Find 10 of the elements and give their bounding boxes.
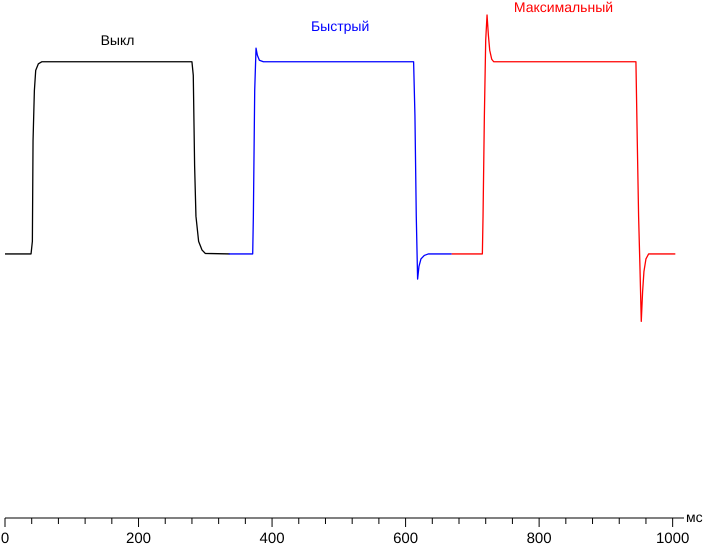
x-tick-label: 400	[260, 530, 285, 545]
series-label: Максимальный	[514, 0, 614, 15]
x-tick-label: 1000	[656, 530, 690, 545]
x-tick-label: 800	[526, 530, 552, 545]
series-label: Выкл	[100, 32, 134, 48]
x-tick-label: 600	[393, 530, 418, 545]
x-tick-label: 0	[0, 530, 10, 545]
x-axis-title: мс	[686, 509, 703, 525]
x-tick-label: 200	[126, 530, 152, 545]
series-label: Быстрый	[310, 18, 370, 34]
